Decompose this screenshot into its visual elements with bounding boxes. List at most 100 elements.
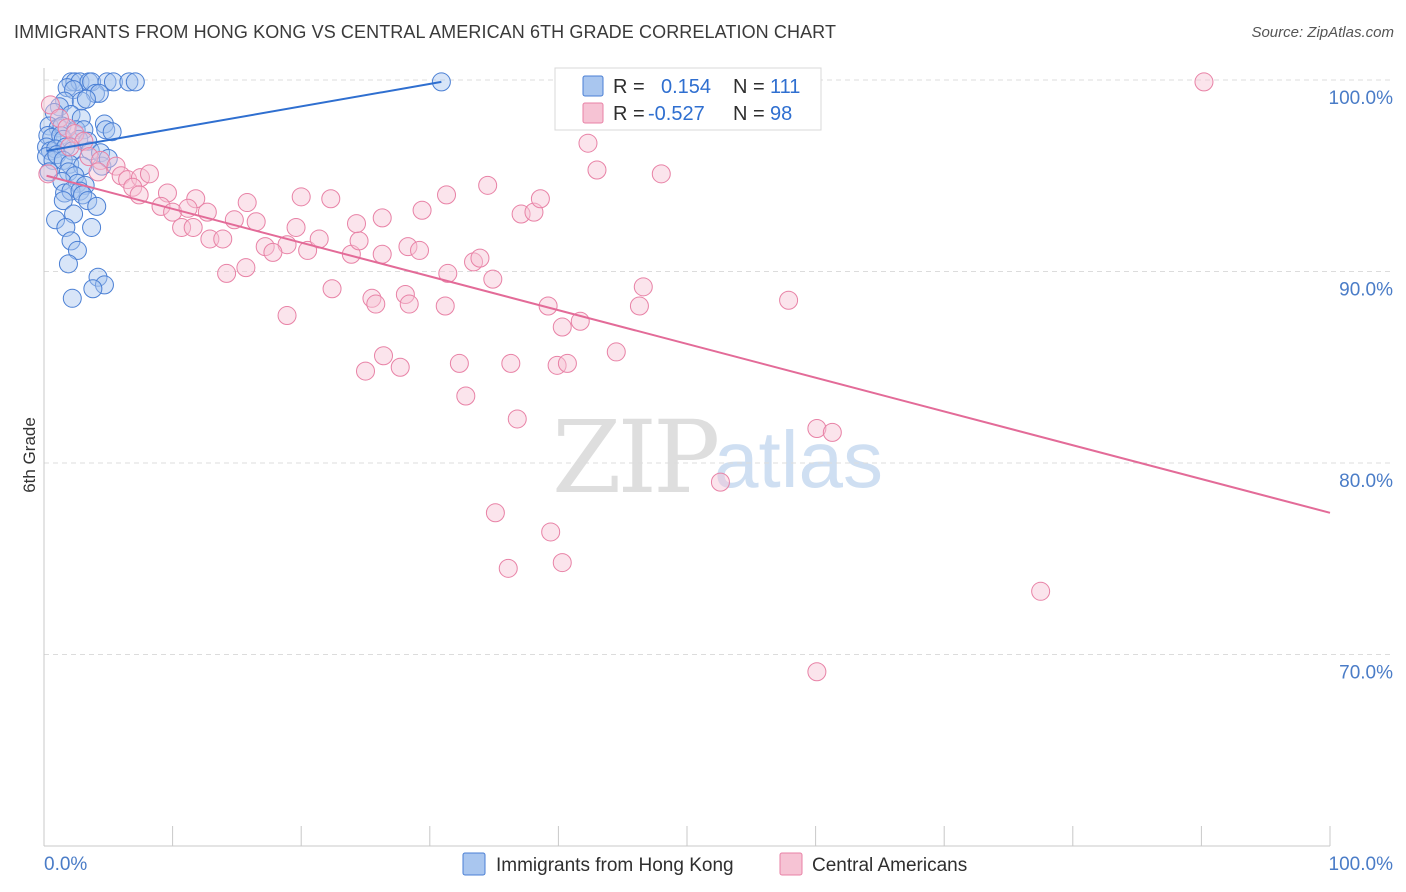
central-americans-point-24 (246, 212, 266, 232)
central-americans-point-86 (1031, 581, 1051, 601)
bottom-legend-label-pink: Central Americans (812, 855, 967, 876)
hong-kong-point-69 (58, 254, 78, 274)
central-americans-point-26 (183, 217, 203, 237)
hong-kong-point-48 (92, 156, 112, 176)
central-americans-point-35 (236, 258, 256, 278)
central-americans-point-40 (398, 237, 418, 257)
central-americans-point-54 (470, 248, 490, 268)
hong-kong-point-73 (62, 288, 82, 308)
central-americans-point-18 (237, 193, 257, 213)
source-credit: Source: ZipAtlas.com (1251, 24, 1394, 41)
trend-lines (46, 80, 1331, 514)
central-americans-point-43 (372, 208, 392, 228)
hong-kong-point-5 (97, 72, 117, 92)
central-americans-point-85 (552, 553, 572, 573)
y-tick-label-1: 90.0% (1339, 280, 1393, 301)
legend-r-value-pink: -0.527 (648, 103, 705, 125)
y-axis-label: 6th Grade (20, 417, 39, 493)
axes (43, 68, 1331, 847)
hong-kong-point-4 (82, 72, 102, 92)
central-americans-point-17 (186, 189, 206, 209)
central-americans-point-74 (374, 346, 394, 366)
hong-kong-point-61 (78, 191, 98, 211)
hong-kong-point-64 (46, 210, 66, 230)
central-americans-point-28 (213, 229, 233, 249)
hong-kong-point-66 (82, 217, 102, 237)
legend-swatch-blue (582, 75, 604, 97)
central-americans-point-45 (321, 189, 341, 209)
central-americans-point-39 (372, 244, 392, 264)
central-americans-point-87 (807, 662, 827, 682)
central-americans-point-72 (501, 353, 521, 373)
central-americans-point-77 (456, 386, 476, 406)
x-tick-label-1: 100.0% (1329, 854, 1394, 875)
legend-n-value-blue: 111 (770, 76, 800, 98)
watermark-atlas: atlas (714, 415, 883, 504)
central-americans-point-66 (629, 296, 649, 316)
legend-r-value-blue: 0.154 (661, 76, 711, 98)
hong-kong-point-6 (103, 72, 123, 92)
hong-kong-point-70 (88, 267, 108, 287)
central-americans-point-84 (498, 558, 518, 578)
central-americans-point-31 (286, 217, 306, 237)
central-americans-point-14 (123, 177, 143, 197)
series-legend: Immigrants from Hong Kong Central Americ… (462, 852, 967, 876)
central-americans-point-61 (322, 279, 342, 299)
hong-kong-point-8 (125, 72, 145, 92)
hong-kong-point-27 (96, 120, 116, 140)
central-americans-point-89 (587, 160, 607, 180)
central-americans-point-90 (651, 164, 671, 184)
watermark-zip: ZIP (552, 399, 717, 516)
central-americans-point-41 (410, 240, 430, 260)
legend-swatch-pink (582, 102, 604, 124)
central-americans-point-58 (366, 294, 386, 314)
central-americans-point-81 (710, 472, 730, 492)
central-americans-point-80 (822, 422, 842, 442)
hong-kong-point-72 (83, 279, 103, 299)
hong-kong-point-52 (65, 166, 85, 186)
central-americans-point-91 (1194, 72, 1214, 92)
central-americans-point-47 (437, 185, 457, 205)
central-americans-point-82 (485, 503, 505, 523)
central-americans-point-29 (255, 237, 275, 257)
central-americans-point-36 (217, 263, 237, 283)
central-americans-point-6 (79, 147, 99, 167)
central-americans-point-46 (412, 200, 432, 220)
central-americans-point-88 (578, 133, 598, 153)
hong-kong-point-49 (98, 149, 118, 169)
central-americans-point-51 (530, 189, 550, 209)
tick-labels: 100.0% 90.0% 80.0% 70.0% 0.0% 100.0% (44, 88, 1393, 875)
hong-kong-point-21 (94, 114, 114, 134)
central-americans-point-25 (172, 217, 192, 237)
series-central-americans-points (38, 72, 1214, 682)
y-tick-label-2: 80.0% (1339, 471, 1393, 492)
central-americans-point-0 (40, 95, 60, 115)
hong-kong-point-16 (76, 89, 96, 109)
central-americans-point-64 (552, 317, 572, 337)
bottom-legend-swatch-pink (779, 852, 803, 876)
central-americans-point-22 (178, 198, 198, 218)
central-americans-point-56 (395, 284, 415, 304)
y-tick-label-0: 100.0% (1329, 88, 1394, 109)
central-americans-point-55 (483, 269, 503, 289)
hong-kong-point-1 (65, 72, 85, 92)
central-americans-point-60 (435, 296, 455, 316)
y-tick-label-3: 70.0% (1339, 663, 1393, 684)
trend-line-central-americans (46, 174, 1331, 514)
central-americans-point-57 (362, 288, 382, 308)
central-americans-point-34 (263, 242, 283, 262)
central-americans-point-9 (88, 162, 108, 182)
hong-kong-point-60 (53, 191, 73, 211)
central-americans-point-67 (633, 277, 653, 297)
correlation-legend: R = 0.154 N = 111 R = -0.527 N = 98 (554, 67, 822, 131)
central-americans-point-76 (390, 357, 410, 377)
central-americans-point-92 (38, 164, 58, 184)
page-title: IMMIGRANTS FROM HONG KONG VS CENTRAL AME… (14, 22, 837, 42)
central-americans-point-59 (399, 294, 419, 314)
central-americans-point-2 (57, 118, 77, 138)
central-americans-point-44 (291, 187, 311, 207)
hong-kong-point-71 (94, 275, 114, 295)
legend-r-label-blue: R = (613, 76, 645, 98)
hong-kong-point-28 (102, 122, 122, 142)
x-tick-label-0: 0.0% (44, 854, 87, 875)
